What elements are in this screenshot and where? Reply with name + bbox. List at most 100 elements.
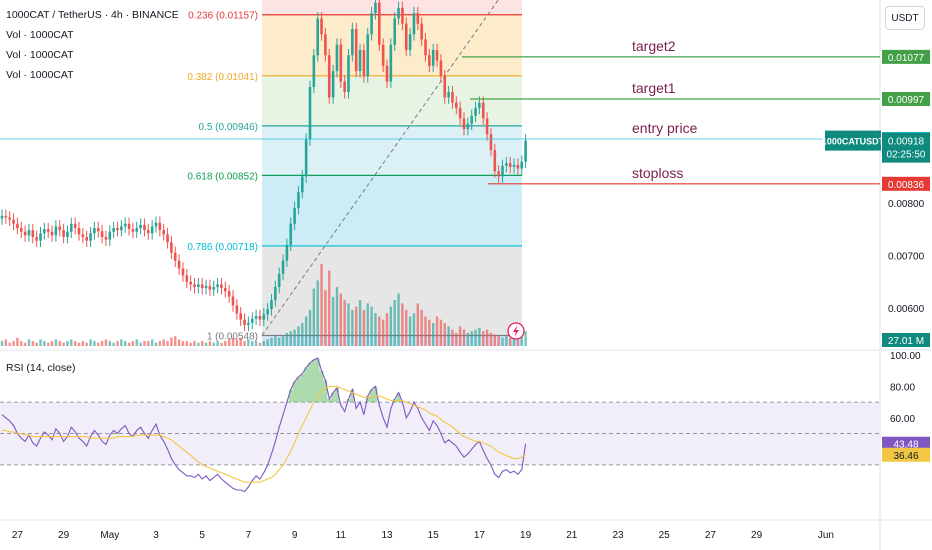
candle-body [304, 139, 308, 177]
time-axis-label: 29 [58, 530, 70, 541]
volume-bar [428, 319, 431, 346]
candle-body [66, 231, 69, 237]
volume-bar [524, 331, 527, 346]
fib-trend-line [261, 0, 499, 336]
candle-body [331, 71, 335, 98]
candle-body [70, 223, 73, 232]
volume-bar [447, 326, 450, 346]
fib-level-label: 0.5 (0.00946) [199, 122, 259, 133]
volume-bar [420, 309, 423, 346]
volume-bar [4, 339, 8, 346]
trade-level-label: target2 [632, 38, 676, 54]
candle-body [285, 244, 289, 261]
candle-body [389, 44, 393, 82]
volume-bar [197, 342, 200, 346]
candle-body [239, 313, 242, 320]
volume-bar [335, 286, 339, 346]
rsi-band-fill [0, 402, 880, 465]
volume-bar [31, 341, 34, 346]
volume-bar [378, 316, 381, 346]
candle-body [173, 252, 177, 261]
currency-unit-button[interactable]: USDT [885, 6, 925, 30]
candle-body [274, 287, 277, 301]
candle-body [50, 231, 54, 236]
volume-bar [93, 341, 96, 346]
fib-level-label: 0.236 (0.01157) [188, 11, 258, 22]
candle-body [58, 226, 62, 231]
candle-body [312, 55, 316, 87]
candle-body [135, 228, 139, 232]
candle-body [100, 231, 104, 237]
symbol-badge [825, 130, 881, 151]
candle-body [308, 86, 312, 140]
time-axis-label: 21 [566, 530, 578, 541]
time-axis-label: Jun [818, 530, 834, 541]
volume-bar [408, 316, 412, 346]
volume-badge [882, 333, 930, 347]
candle-body [212, 287, 216, 290]
volume-bar [189, 342, 192, 346]
volume-bar [174, 336, 177, 346]
volume-bar [227, 339, 231, 346]
candle-body [439, 60, 443, 77]
candle-body [297, 192, 300, 209]
candle-body [116, 228, 119, 231]
volume-bar [281, 336, 285, 346]
volume-indicator-label-1[interactable]: Vol · 1000CAT [6, 29, 74, 41]
candle-body [343, 81, 346, 93]
volume-indicator-label-3[interactable]: Vol · 1000CAT [6, 69, 74, 81]
volume-bar [466, 332, 470, 346]
time-axis-label: 27 [12, 530, 24, 541]
price-axis-tick: 0.00800 [888, 199, 925, 210]
volume-bar [147, 341, 150, 346]
volume-bar [278, 337, 281, 346]
volume-bar [381, 319, 385, 346]
candle-body [316, 18, 319, 56]
volume-bar [474, 329, 477, 346]
volume-bar [493, 334, 496, 346]
volume-bar [412, 313, 416, 346]
candle-body [301, 176, 304, 193]
volume-bar [470, 331, 473, 346]
volume-bar [201, 341, 204, 346]
volume-bar [331, 296, 335, 346]
volume-bar [497, 336, 500, 346]
candle-body [250, 318, 254, 323]
volume-bar [439, 319, 443, 346]
fib-band [262, 75, 522, 126]
candle-body [293, 208, 296, 224]
volume-bar [127, 342, 131, 346]
volume-bar [47, 342, 50, 346]
volume-indicator-label-2[interactable]: Vol · 1000CAT [6, 49, 74, 61]
candle-body [220, 284, 223, 289]
candle-body [204, 285, 208, 289]
candle-body [416, 13, 420, 24]
candle-body [147, 230, 150, 234]
candle-body [474, 107, 477, 116]
volume-bar [50, 341, 54, 346]
time-axis-label: May [100, 530, 119, 541]
volume-bar [158, 341, 162, 346]
candle-body [485, 118, 489, 135]
volume-bar [58, 341, 61, 346]
volume-bar [16, 337, 19, 346]
candle-body [227, 291, 231, 297]
volume-bar [66, 341, 69, 346]
rsi-indicator-title[interactable]: RSI (14, close) [6, 362, 76, 374]
volume-bar [89, 339, 92, 346]
volume-bar [443, 323, 446, 346]
candle-body [381, 44, 385, 66]
candle-body [393, 18, 396, 45]
candle-body [478, 102, 481, 108]
volume-bar [81, 341, 85, 346]
volume-bar [166, 341, 169, 346]
volume-bar [478, 327, 481, 346]
volume-bar [451, 329, 454, 346]
candle-body [347, 55, 350, 93]
volume-bar [27, 339, 31, 346]
volume-bar [54, 339, 58, 346]
volume-bar [204, 342, 208, 346]
rsi-value-badge [882, 436, 930, 451]
candle-body [85, 236, 88, 241]
